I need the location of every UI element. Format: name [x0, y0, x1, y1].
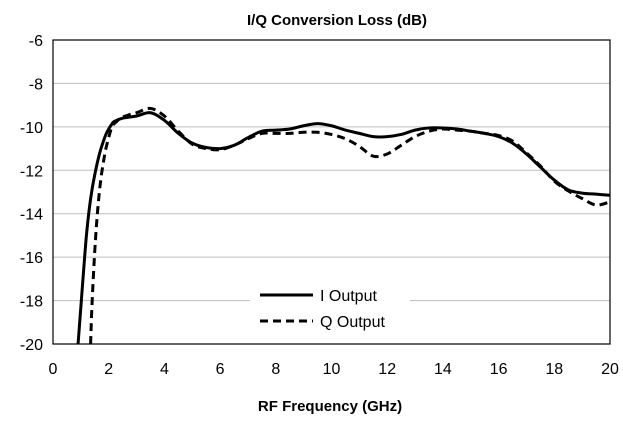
x-tick-label: 0: [49, 361, 58, 378]
y-tick-label: -8: [29, 76, 43, 93]
x-tick-label: 14: [434, 361, 452, 378]
x-tick-label: 20: [601, 361, 619, 378]
x-tick-label: 4: [160, 361, 169, 378]
series-line-q-output: [89, 106, 610, 344]
x-tick-label: 16: [490, 361, 508, 378]
x-axis-title: RF Frequency (GHz): [258, 398, 402, 415]
y-tick-label: -10: [20, 120, 43, 137]
x-tick-label: 12: [378, 361, 396, 378]
y-tick-label: -20: [20, 337, 43, 354]
y-tick-label: -12: [20, 163, 43, 180]
x-tick-label: 6: [216, 361, 225, 378]
x-tick-label: 2: [104, 361, 113, 378]
series-layer: [76, 106, 610, 344]
legend: I Output Q Output: [250, 278, 410, 338]
x-tick-label: 8: [271, 361, 280, 378]
chart-title: I/Q Conversion Loss (dB): [247, 12, 427, 29]
plot-area-border: [52, 39, 611, 345]
y-tick-label: -16: [20, 250, 43, 267]
x-tick-labels: 0 2 4 6 8 10 12 14 16 18 20: [49, 361, 619, 378]
y-tick-labels: -20 -18 -16 -14 -12 -10 -8 -6: [20, 33, 43, 354]
legend-box: [250, 278, 410, 338]
legend-label-q-output: Q Output: [320, 314, 385, 331]
y-tick-label: -14: [20, 207, 43, 224]
y-tick-label: -6: [29, 33, 43, 50]
legend-label-i-output: I Output: [320, 288, 377, 305]
x-tick-label: 18: [545, 361, 563, 378]
y-tick-label: -18: [20, 294, 43, 311]
x-tick-label: 10: [323, 361, 341, 378]
